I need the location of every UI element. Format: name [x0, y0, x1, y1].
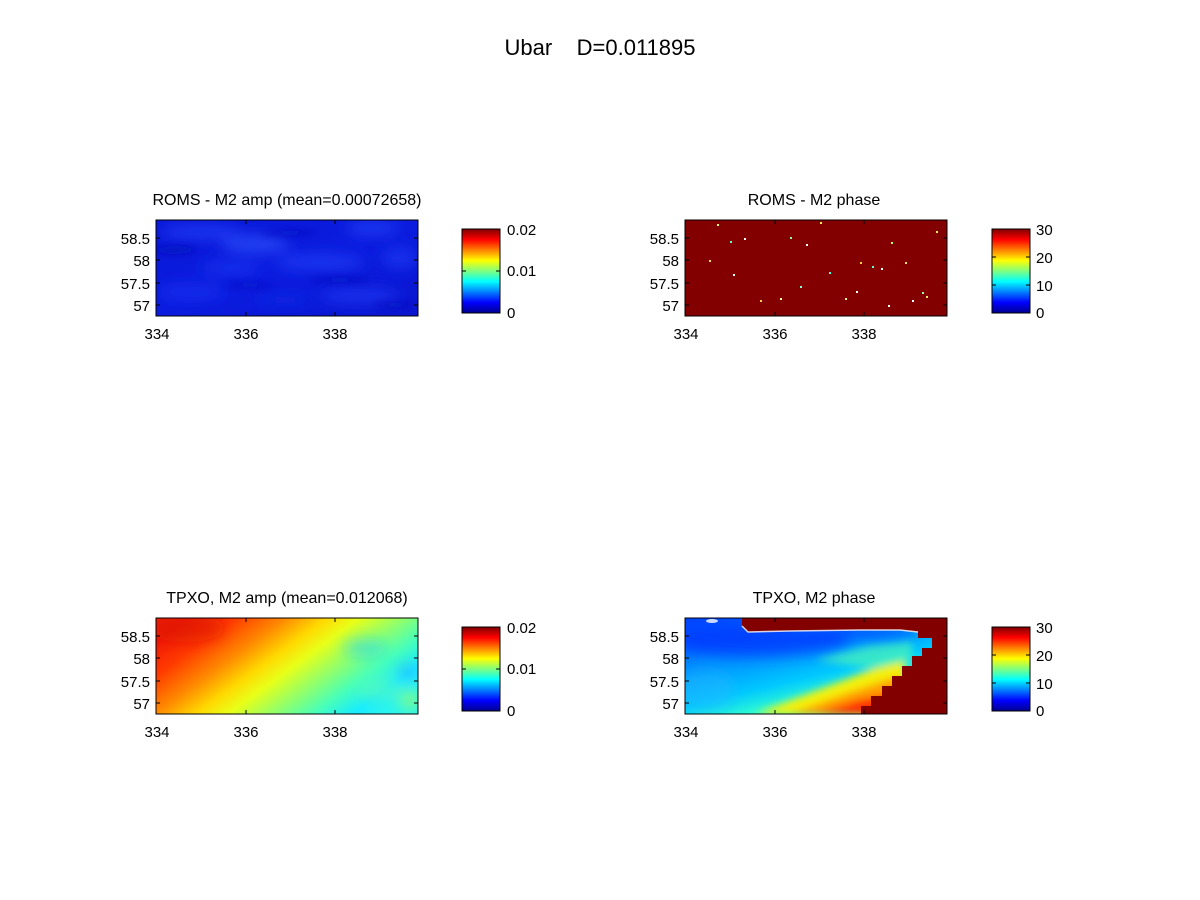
y-tick-label: 58.5 — [121, 629, 150, 646]
speckle — [717, 224, 719, 226]
colorbar-tick-label: 0 — [1036, 305, 1044, 322]
x-tick-label: 338 — [322, 326, 347, 343]
speckle — [912, 300, 914, 302]
colorbar-tick-label: 0.01 — [507, 263, 536, 280]
x-tick-label: 334 — [144, 326, 169, 343]
speckle — [881, 268, 883, 270]
colorbar-tick-label: 0.02 — [507, 620, 536, 637]
x-tick-label: 338 — [851, 724, 876, 741]
colorbar-tick-label: 0 — [1036, 703, 1044, 720]
speckle — [709, 260, 711, 262]
speckle — [730, 241, 732, 243]
speckle — [820, 222, 822, 224]
figure-suptitle: Ubar D=0.011895 — [505, 35, 696, 60]
panel-roms-phase: ROMS - M2 phase 58.5 58 57.5 57 334 336 … — [650, 192, 1053, 343]
colorbar: 30 20 10 0 — [991, 620, 1053, 720]
x-tick-label: 336 — [762, 724, 787, 741]
colorbar-tick-label: 0 — [507, 703, 515, 720]
heatmap-field — [685, 618, 947, 714]
y-tick-label: 58 — [133, 651, 150, 668]
y-axis: 58.5 58 57.5 57 — [121, 231, 418, 315]
y-tick-label: 57 — [662, 298, 679, 315]
x-tick-label: 334 — [673, 724, 698, 741]
y-tick-label: 58.5 — [121, 231, 150, 248]
panel-tpxo-amp: TPXO, M2 amp (mean=0.012068) 58.5 58 57.… — [121, 590, 536, 741]
x-tick-label: 334 — [673, 326, 698, 343]
x-tick-label: 336 — [233, 724, 258, 741]
y-tick-label: 58 — [662, 651, 679, 668]
x-tick-label: 334 — [144, 724, 169, 741]
y-tick-label: 58 — [662, 253, 679, 270]
speckle — [888, 305, 890, 307]
y-tick-label: 57.5 — [650, 276, 679, 293]
y-tick-label: 57 — [133, 298, 150, 315]
colorbar-tick-label: 30 — [1036, 222, 1053, 239]
speckle — [926, 296, 928, 298]
x-axis: 334 336 338 — [673, 220, 877, 343]
heatmap-field — [685, 220, 947, 316]
speckle — [806, 244, 808, 246]
panel-title: TPXO, M2 amp (mean=0.012068) — [166, 590, 407, 607]
x-axis: 334 336 338 — [144, 220, 348, 343]
colorbar-tick-label: 20 — [1036, 250, 1053, 267]
speckle — [922, 292, 924, 294]
panel-title: TPXO, M2 phase — [753, 590, 876, 607]
y-tick-label: 58 — [133, 253, 150, 270]
speckles — [709, 222, 938, 307]
speckle — [936, 231, 938, 233]
speckle — [860, 262, 862, 264]
y-axis: 58.5 58 57.5 57 — [121, 629, 418, 713]
speckle — [780, 298, 782, 300]
y-tick-label: 58.5 — [650, 629, 679, 646]
colorbar-tick-label: 10 — [1036, 676, 1053, 693]
speckle — [891, 242, 893, 244]
colorbar-tick-label: 0.01 — [507, 661, 536, 678]
y-tick-label: 57.5 — [121, 674, 150, 691]
y-tick-label: 57.5 — [121, 276, 150, 293]
y-tick-label: 58.5 — [650, 231, 679, 248]
y-axis: 58.5 58 57.5 57 — [650, 231, 947, 315]
speckle — [856, 291, 858, 293]
colorbar-tick-label: 10 — [1036, 278, 1053, 295]
colorbar: 0.02 0.01 0 — [461, 222, 536, 322]
colorbar-tick-label: 0 — [507, 305, 515, 322]
x-axis: 334 336 338 — [144, 618, 348, 741]
panel-title: ROMS - M2 amp (mean=0.00072658) — [152, 192, 421, 209]
panel-tpxo-phase: TPXO, M2 phase — [650, 590, 1053, 741]
colorbar-tick-label: 0.02 — [507, 222, 536, 239]
speckle — [845, 298, 847, 300]
x-tick-label: 336 — [762, 326, 787, 343]
speckle — [760, 300, 762, 302]
x-tick-label: 338 — [322, 724, 347, 741]
speckle — [790, 237, 792, 239]
colorbar: 0.02 0.01 0 — [461, 620, 536, 720]
colorbar-tick-label: 20 — [1036, 648, 1053, 665]
x-tick-label: 338 — [851, 326, 876, 343]
speckle — [872, 266, 874, 268]
colorbar: 30 20 10 0 — [991, 222, 1053, 322]
x-tick-label: 336 — [233, 326, 258, 343]
colorbar-tick-label: 30 — [1036, 620, 1053, 637]
speckle — [905, 262, 907, 264]
y-tick-label: 57 — [662, 696, 679, 713]
speckle — [800, 286, 802, 288]
x-axis: 334 336 338 — [673, 618, 877, 741]
y-tick-label: 57 — [133, 696, 150, 713]
y-axis: 58.5 58 57.5 57 — [650, 629, 947, 713]
speckle — [744, 238, 746, 240]
heatmap-field — [156, 618, 418, 714]
speckle — [829, 272, 831, 274]
y-tick-label: 57.5 — [650, 674, 679, 691]
panel-title: ROMS - M2 phase — [748, 192, 881, 209]
speckle — [733, 274, 735, 276]
panel-roms-amp: ROMS - M2 amp (mean=0.00072658) — [121, 192, 536, 343]
heatmap-field — [156, 220, 418, 316]
